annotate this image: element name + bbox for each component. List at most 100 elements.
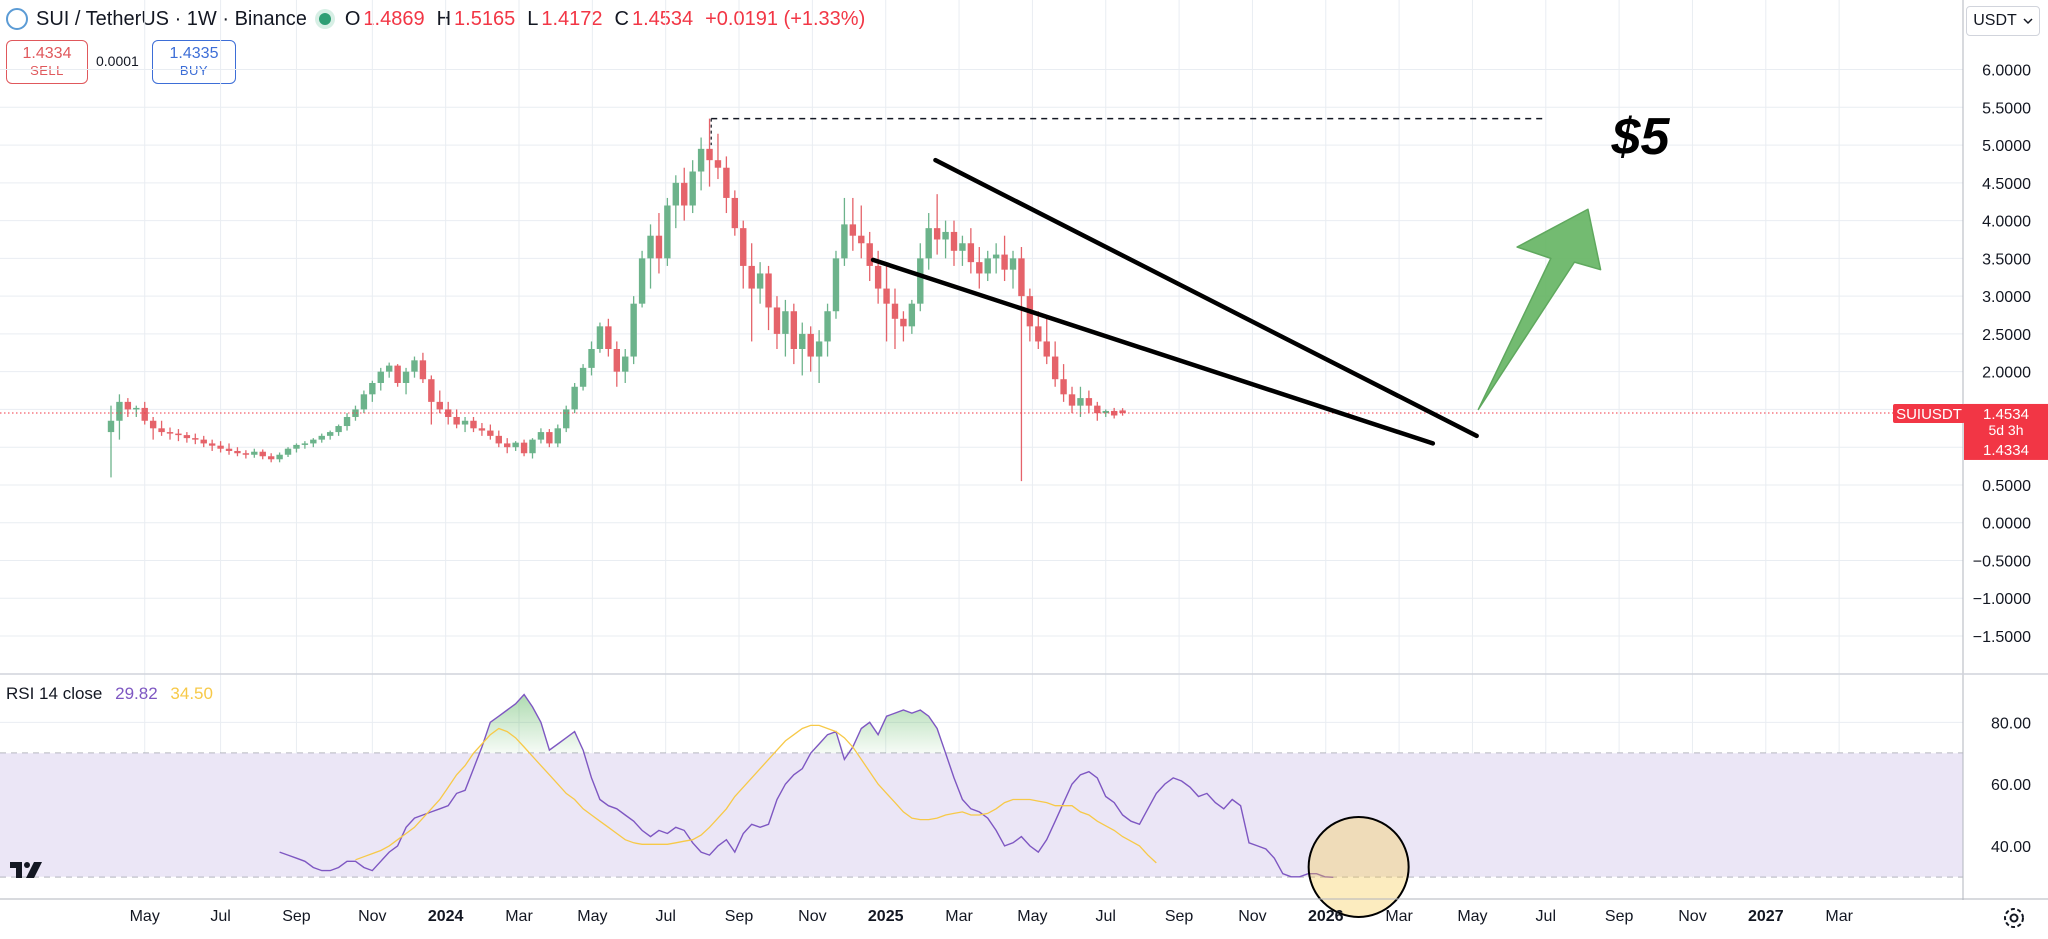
sell-button[interactable]: 1.4334 SELL <box>6 40 88 84</box>
price-tick-label: 0.5000 <box>1982 478 2031 495</box>
candle <box>1119 408 1126 416</box>
candle <box>773 296 781 349</box>
candle <box>360 390 368 414</box>
target-price-label: $5 <box>1611 108 1671 166</box>
candle <box>251 448 258 458</box>
candle <box>242 450 250 459</box>
time-tick-label: Jul <box>1096 908 1116 925</box>
candle-body <box>908 303 916 327</box>
rsi-legend: RSI 14 close 29.82 34.50 <box>6 684 213 704</box>
candle <box>512 441 519 451</box>
candle-body <box>461 420 469 425</box>
candle <box>824 303 831 357</box>
candle-body <box>942 231 949 240</box>
low-value: 1.4172 <box>541 7 603 30</box>
candle <box>504 438 511 454</box>
candle-body <box>849 224 857 236</box>
candle <box>1110 407 1118 419</box>
candle-body <box>234 450 241 454</box>
candle <box>1009 250 1017 289</box>
candle <box>192 433 199 445</box>
candle <box>984 250 991 282</box>
settings-gear-icon[interactable] <box>2000 904 2028 932</box>
candle <box>638 250 646 308</box>
wedge-upper-line <box>933 157 1479 439</box>
high-value: 1.5165 <box>454 7 516 30</box>
candle-body <box>1051 356 1059 380</box>
candle-body <box>731 197 739 229</box>
candle-body <box>655 235 663 259</box>
candle-body <box>706 148 713 161</box>
candle-body <box>251 451 258 455</box>
candle-body <box>267 456 275 460</box>
tradingview-logo-icon <box>10 862 42 878</box>
chevron-down-icon <box>2023 17 2033 24</box>
candle <box>225 443 233 455</box>
time-tick-label: Mar <box>945 908 973 925</box>
rsi-overbought-fill <box>279 694 1334 754</box>
candle-body <box>630 303 637 357</box>
candle-body <box>284 448 292 455</box>
open-label: O <box>344 7 361 30</box>
rsi-tick-label: 40.00 <box>1991 839 2031 856</box>
candle <box>1094 401 1101 421</box>
spread-value: 0.0001 <box>96 53 139 69</box>
candle <box>520 439 528 457</box>
candle <box>1102 409 1109 417</box>
candle <box>385 362 393 378</box>
candle-body <box>183 435 191 439</box>
candle-body <box>1077 398 1084 406</box>
candle-body <box>385 365 393 372</box>
candle <box>133 405 140 417</box>
candle <box>731 190 739 236</box>
candle-body <box>116 401 123 421</box>
currency-selector[interactable]: USDT <box>1966 6 2040 36</box>
time-tick-label: 2027 <box>1748 908 1784 925</box>
candle-body <box>933 228 941 240</box>
candle <box>546 429 553 448</box>
candle-body <box>1009 258 1017 270</box>
price-tick-label: 4.5000 <box>1982 176 2031 193</box>
candle <box>326 430 334 440</box>
price-tick-label: 2.5000 <box>1982 327 2031 344</box>
candle-body <box>453 416 460 425</box>
change-value: +0.0191 (+1.33%) <box>705 7 866 30</box>
candle <box>116 394 123 440</box>
candle <box>681 167 688 221</box>
candle-body <box>917 258 924 304</box>
symbol-title[interactable]: SUI / TetherUS · 1W · Binance <box>36 7 307 30</box>
candle <box>234 447 241 457</box>
candle-body <box>925 228 932 259</box>
time-tick-label: 2025 <box>868 908 904 925</box>
candle <box>200 435 207 448</box>
candle <box>554 424 561 448</box>
candle-body <box>478 428 486 431</box>
buy-button[interactable]: 1.4335 BUY <box>152 40 236 84</box>
candle-body <box>107 420 115 433</box>
candle-body <box>301 443 309 445</box>
candle-body <box>352 409 359 417</box>
candle-body <box>377 371 384 383</box>
candle <box>782 299 789 357</box>
candle-body <box>723 167 730 198</box>
buy-label: BUY <box>179 63 209 78</box>
time-tick-label: May <box>130 908 160 925</box>
candle <box>883 265 890 342</box>
candle <box>992 243 1000 274</box>
candle-body <box>782 311 789 334</box>
candle-body <box>697 148 705 172</box>
candle-body <box>242 453 250 455</box>
candle <box>529 438 536 459</box>
candle <box>495 430 502 448</box>
candle <box>655 213 663 274</box>
last-price-tag: 1.4534 <box>1983 406 2029 423</box>
wedge-lower-line <box>870 257 1436 446</box>
candle-body <box>259 451 266 457</box>
candle <box>613 341 620 387</box>
time-tick-label: Mar <box>1385 908 1413 925</box>
candle-body <box>276 454 283 460</box>
candle-body <box>815 341 823 357</box>
candle-body <box>192 438 199 440</box>
sui-logo-icon <box>6 8 28 30</box>
